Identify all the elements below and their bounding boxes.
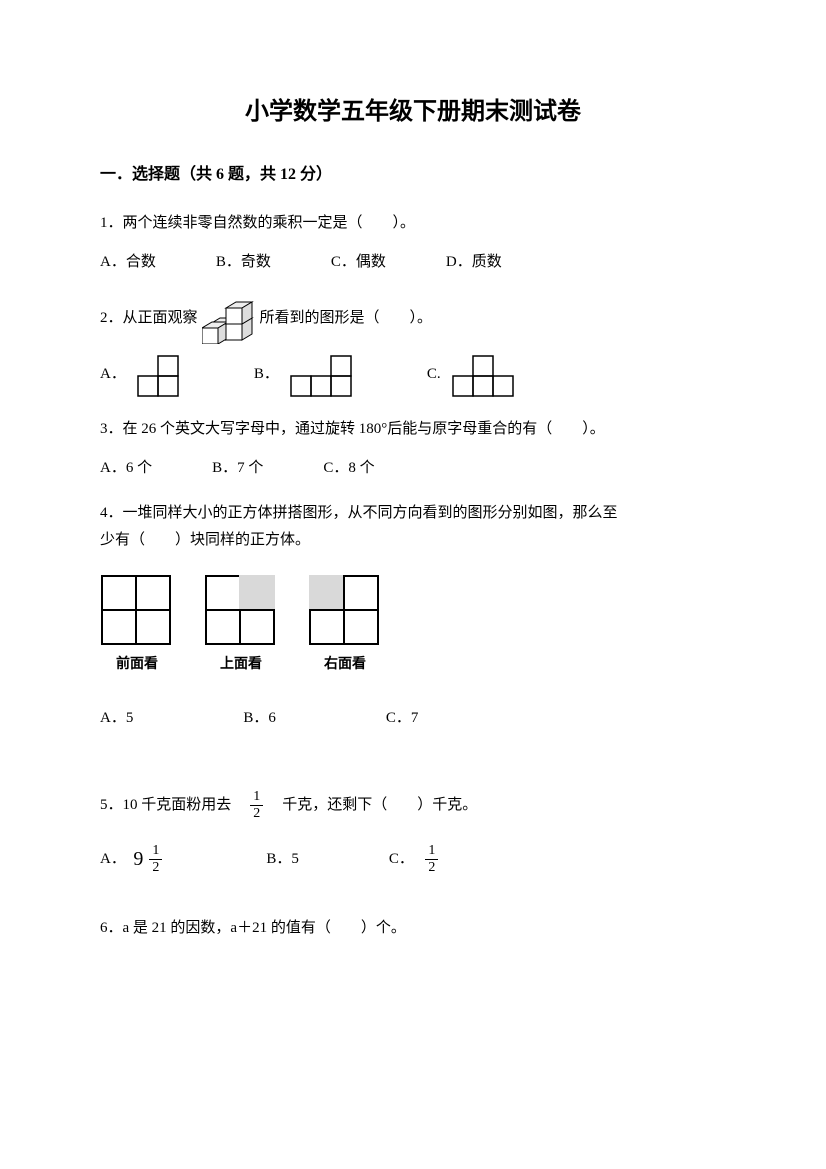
q4-option-a: A．5 — [100, 705, 133, 732]
q5-pre: 5．10 千克面粉用去 — [100, 792, 246, 819]
q4-top-label: 上面看 — [220, 652, 262, 677]
q3-options: A．6 个 B．7 个 C．8 个 — [100, 455, 726, 482]
q2-a-shape-icon — [136, 352, 184, 398]
q5-a-mixed-fraction: 9 1 2 — [133, 841, 166, 877]
q1-options: A．合数 B．奇数 C．偶数 D．质数 — [100, 249, 726, 276]
q1-option-d: D．质数 — [446, 249, 502, 276]
q5-a-whole: 9 — [133, 841, 143, 877]
q5-option-b: B．5 — [266, 846, 299, 873]
q4-right-view: 右面看 — [308, 574, 382, 677]
q2-option-a: A． — [100, 352, 184, 398]
question-1: 1．两个连续非零自然数的乘积一定是（ ）。 A．合数 B．奇数 C．偶数 D．质… — [100, 210, 726, 276]
q2-a-label: A． — [100, 361, 126, 388]
q4-right-label: 右面看 — [324, 652, 366, 677]
section-1-header: 一．选择题（共 6 题，共 12 分） — [100, 161, 726, 190]
question-4: 4．一堆同样大小的正方体拼搭图形，从不同方向看到的图形分别如图，那么至 少有（ … — [100, 500, 726, 732]
q2-c-label: C. — [427, 361, 441, 388]
q5-fraction-half: 1 2 — [250, 790, 263, 821]
q3-option-c: C．8 个 — [323, 455, 374, 482]
q5-frac-den: 2 — [250, 806, 263, 821]
question-2: 2．从正面观察 — [100, 294, 726, 398]
q3-option-a: A．6 个 — [100, 455, 152, 482]
q5-option-c: C． 1 2 — [389, 844, 443, 875]
q4-top-view: 上面看 — [204, 574, 278, 677]
q4-front-icon — [100, 574, 174, 648]
question-5: 5．10 千克面粉用去 1 2 千克，还剩下（ ）千克。 A． 9 1 2 B．… — [100, 790, 726, 877]
q3-text: 3．在 26 个英文大写字母中，通过旋转 180°后能与原字母重合的有（ ）。 — [100, 416, 726, 443]
q5-a-label: A． — [100, 846, 133, 873]
q1-text: 1．两个连续非零自然数的乘积一定是（ ）。 — [100, 210, 726, 237]
cube-figure-icon — [202, 294, 256, 344]
q2-pre: 2．从正面观察 — [100, 305, 198, 332]
q5-option-a: A． 9 1 2 — [100, 841, 166, 877]
q6-text: 6．a 是 21 的因数，a＋21 的值有（ ）个。 — [100, 915, 726, 942]
q4-line1: 4．一堆同样大小的正方体拼搭图形，从不同方向看到的图形分别如图，那么至 — [100, 500, 726, 527]
q4-option-b: B．6 — [243, 705, 276, 732]
q1-option-b: B．奇数 — [216, 249, 271, 276]
q4-option-c: C．7 — [386, 705, 419, 732]
page-title: 小学数学五年级下册期末测试卷 — [100, 90, 726, 133]
q2-post: 所看到的图形是（ ）。 — [260, 305, 433, 332]
q1-option-c: C．偶数 — [331, 249, 386, 276]
q5-c-num: 1 — [425, 844, 438, 860]
q2-c-shape-icon — [451, 352, 519, 398]
q5-c-label: C． — [389, 846, 422, 873]
q4-figures: 前面看 上面看 右面看 — [100, 574, 726, 677]
question-3: 3．在 26 个英文大写字母中，通过旋转 180°后能与原字母重合的有（ ）。 … — [100, 416, 726, 482]
q5-text-row: 5．10 千克面粉用去 1 2 千克，还剩下（ ）千克。 — [100, 790, 726, 821]
q1-option-a: A．合数 — [100, 249, 156, 276]
q4-right-icon — [308, 574, 382, 648]
q5-c-den: 2 — [425, 860, 438, 875]
q2-option-c: C. — [427, 352, 519, 398]
q2-b-label: B． — [254, 361, 279, 388]
q3-option-b: B．7 个 — [212, 455, 263, 482]
q4-front-view: 前面看 — [100, 574, 174, 677]
q4-front-label: 前面看 — [116, 652, 158, 677]
q5-options: A． 9 1 2 B．5 C． 1 2 — [100, 841, 726, 877]
q2-b-shape-icon — [289, 352, 357, 398]
q2-options: A． B． — [100, 352, 726, 398]
q5-c-fraction: 1 2 — [425, 844, 438, 875]
q4-line2: 少有（ ）块同样的正方体。 — [100, 527, 726, 554]
q2-text-row: 2．从正面观察 — [100, 294, 726, 344]
q2-option-b: B． — [254, 352, 357, 398]
q5-mid: 千克，还剩下（ ）千克。 — [267, 792, 477, 819]
q5-a-num: 1 — [149, 844, 162, 860]
q5-frac-num: 1 — [250, 790, 263, 806]
q5-a-den: 2 — [149, 860, 162, 875]
q4-top-icon — [204, 574, 278, 648]
question-6: 6．a 是 21 的因数，a＋21 的值有（ ）个。 — [100, 915, 726, 942]
q4-options: A．5 B．6 C．7 — [100, 705, 726, 732]
